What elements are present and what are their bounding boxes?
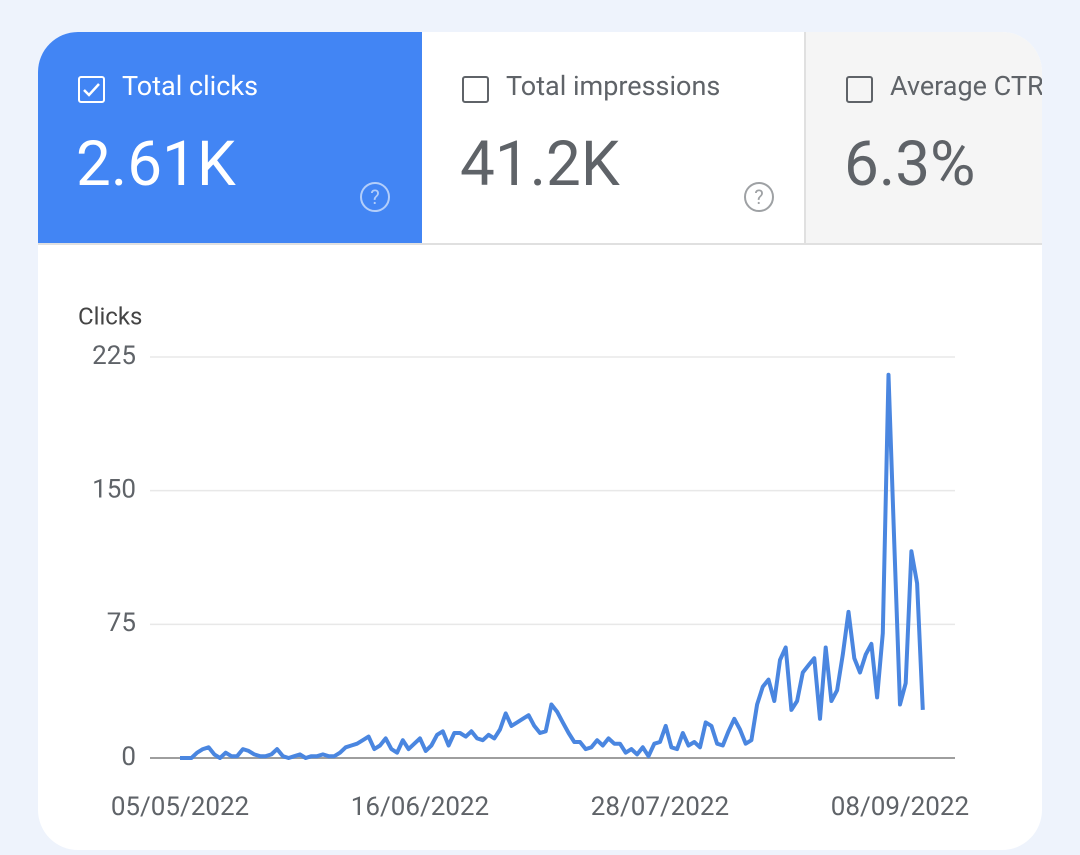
checkbox[interactable]	[462, 76, 489, 103]
help-icon[interactable]: ?	[744, 182, 774, 212]
x-tick-label: 28/07/2022	[591, 792, 729, 822]
data-line	[180, 372, 925, 760]
metric-tabs: Total clicks 2.61K ? Total impressions 4…	[38, 32, 1042, 245]
y-tick-label: 0	[121, 742, 136, 772]
metric-tab[interactable]: Total clicks 2.61K ?	[38, 32, 422, 243]
x-tick-label: 08/09/2022	[831, 792, 969, 822]
metric-label: Total clicks	[122, 70, 259, 102]
y-tick-label: 150	[92, 475, 136, 505]
x-tick-label: 05/05/2022	[111, 792, 249, 822]
metric-tab[interactable]: Total impressions 41.2K ?	[422, 32, 806, 243]
metric-tab[interactable]: Average CTR 6.3%	[806, 32, 1042, 243]
metric-value: 41.2K	[460, 128, 620, 201]
metric-label: Average CTR	[890, 70, 1042, 102]
performance-card: Total clicks 2.61K ? Total impressions 4…	[38, 32, 1042, 850]
metric-label: Total impressions	[506, 70, 721, 102]
y-tick-label: 75	[107, 608, 136, 638]
metric-value: 2.61K	[76, 128, 236, 201]
metric-value: 6.3%	[844, 128, 976, 201]
checkbox[interactable]	[846, 76, 873, 103]
x-tick-label: 16/06/2022	[351, 792, 489, 822]
help-icon[interactable]: ?	[360, 182, 390, 212]
checkbox[interactable]	[78, 76, 105, 103]
check-mark	[83, 83, 100, 97]
y-tick-label: 225	[92, 341, 136, 371]
y-axis-title: Clicks	[78, 302, 142, 330]
